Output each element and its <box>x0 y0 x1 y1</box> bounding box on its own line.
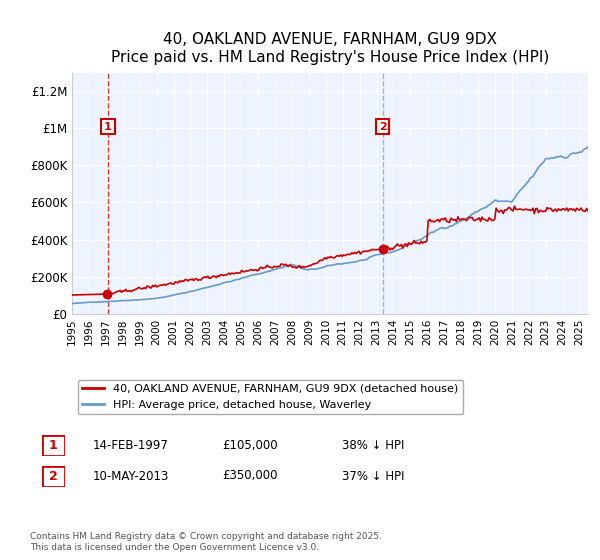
Text: £105,000: £105,000 <box>222 438 278 452</box>
Text: 37% ↓ HPI: 37% ↓ HPI <box>342 469 404 483</box>
Text: Contains HM Land Registry data © Crown copyright and database right 2025.
This d: Contains HM Land Registry data © Crown c… <box>30 532 382 552</box>
FancyBboxPatch shape <box>42 435 65 456</box>
Text: 1: 1 <box>104 122 112 132</box>
Title: 40, OAKLAND AVENUE, FARNHAM, GU9 9DX
Price paid vs. HM Land Registry's House Pri: 40, OAKLAND AVENUE, FARNHAM, GU9 9DX Pri… <box>111 32 549 65</box>
Text: 2: 2 <box>49 470 58 483</box>
Text: 1: 1 <box>49 439 58 452</box>
Text: 38% ↓ HPI: 38% ↓ HPI <box>342 438 404 452</box>
FancyBboxPatch shape <box>42 466 65 487</box>
Text: 2: 2 <box>379 122 386 132</box>
Text: 14-FEB-1997: 14-FEB-1997 <box>93 438 169 452</box>
Legend: 40, OAKLAND AVENUE, FARNHAM, GU9 9DX (detached house), HPI: Average price, detac: 40, OAKLAND AVENUE, FARNHAM, GU9 9DX (de… <box>77 380 463 414</box>
Text: 10-MAY-2013: 10-MAY-2013 <box>93 469 169 483</box>
Text: £350,000: £350,000 <box>222 469 277 483</box>
